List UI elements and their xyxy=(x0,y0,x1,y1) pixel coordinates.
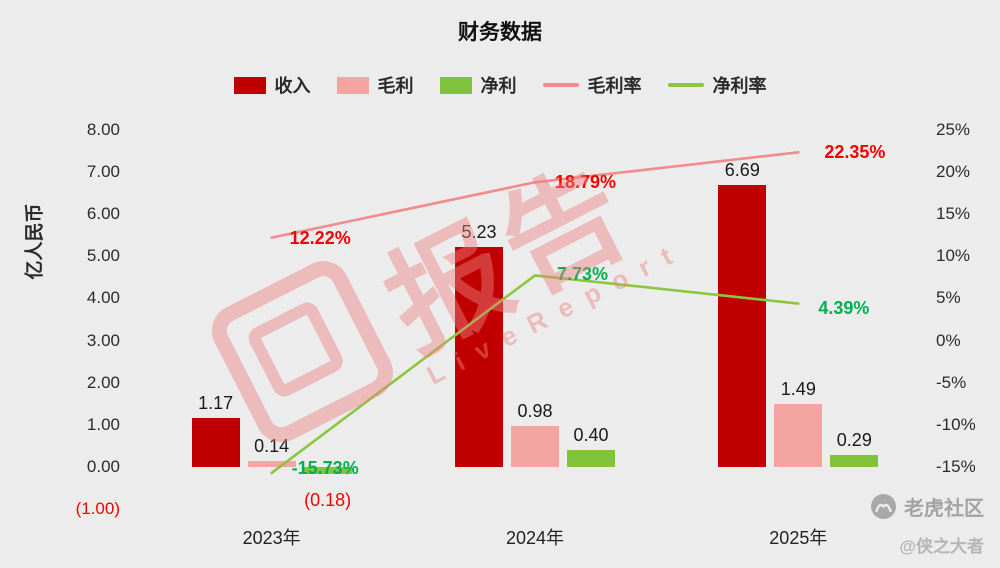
legend-label: 净利 xyxy=(480,76,517,96)
bar-收入 xyxy=(191,417,240,467)
bar-毛利 xyxy=(247,460,296,467)
line-point-label: -15.73% xyxy=(291,457,359,478)
legend-line-swatch-净利率 xyxy=(667,83,704,87)
bar-收入 xyxy=(718,185,767,467)
left-axis-tick: 7.00 xyxy=(86,162,120,182)
right-axis-tick: 20% xyxy=(936,162,971,182)
bar-净利 xyxy=(830,454,879,467)
left-axis-tick: 2.00 xyxy=(86,372,120,392)
legend-item-净利率: 净利率 xyxy=(667,72,767,98)
bar-value-label: 0.98 xyxy=(517,400,553,421)
line-point-label: 7.73% xyxy=(557,264,609,285)
bar-value-label: 0.40 xyxy=(573,424,609,445)
legend-label: 净利率 xyxy=(712,76,767,96)
left-axis-tick: 8.00 xyxy=(86,120,120,139)
legend-item-毛利: 毛利 xyxy=(336,72,414,98)
bar-value-label: 0.29 xyxy=(836,429,872,450)
tiger-community-badge: 老虎社区 xyxy=(870,492,984,521)
right-axis-tick: 25% xyxy=(936,120,971,139)
community-name: 老虎社区 xyxy=(904,498,984,520)
legend-item-毛利率: 毛利率 xyxy=(542,72,642,98)
bar-净利 xyxy=(567,449,615,467)
bar-value-label: 1.49 xyxy=(780,379,816,400)
line-point-label: 18.79% xyxy=(555,172,617,193)
line-point-label: 12.22% xyxy=(289,227,351,248)
right-axis-tick: 0% xyxy=(936,330,961,350)
bar-value-label: 5.23 xyxy=(461,221,497,242)
legend-item-收入: 收入 xyxy=(233,72,311,98)
left-axis-tick: (1.00) xyxy=(75,498,120,518)
right-axis-tick: 5% xyxy=(936,288,961,308)
right-axis-tick: -10% xyxy=(936,414,976,434)
bar-收入 xyxy=(455,246,503,467)
right-axis-tick: 15% xyxy=(936,204,971,224)
left-axis-tick: 6.00 xyxy=(86,204,120,224)
left-axis-tick: 4.00 xyxy=(86,288,120,308)
bar-value-label: 6.69 xyxy=(724,160,760,181)
x-axis-category: 2023年 xyxy=(242,528,301,548)
chart-title: 财务数据 xyxy=(458,21,542,44)
bar-value-label: (0.18) xyxy=(304,490,352,511)
watermark-brand-cn: 报告 xyxy=(366,141,655,375)
right-axis-tick: -5% xyxy=(936,372,967,392)
x-axis-category: 2025年 xyxy=(769,528,828,548)
left-axis-tick: 0.00 xyxy=(86,456,120,476)
legend-label: 毛利 xyxy=(377,76,414,96)
right-axis-tick: -15% xyxy=(936,456,976,476)
author-watermark: @侠之大者 xyxy=(899,537,984,556)
tiger-logo-icon xyxy=(870,493,897,520)
line-point-label: 22.35% xyxy=(824,142,886,163)
line-point-label: 4.39% xyxy=(818,297,870,318)
legend-bar-swatch-净利 xyxy=(439,76,472,94)
bar-value-label: 1.17 xyxy=(198,392,234,413)
bar-value-label: 0.14 xyxy=(254,435,290,456)
right-axis-tick: 10% xyxy=(936,246,971,266)
x-axis-category: 2024年 xyxy=(505,528,565,548)
legend-line-swatch-毛利率 xyxy=(542,83,579,87)
legend: 收入 毛利 净利 毛利率 净利率 xyxy=(0,72,1000,98)
left-axis-tick: 3.00 xyxy=(86,330,120,350)
legend-bar-swatch-收入 xyxy=(233,76,266,94)
left-axis-tick: 1.00 xyxy=(86,414,120,434)
legend-label: 收入 xyxy=(274,76,311,96)
legend-label: 毛利率 xyxy=(587,76,642,96)
left-axis-tick: 5.00 xyxy=(86,246,120,266)
legend-item-净利: 净利 xyxy=(439,72,517,98)
legend-bar-swatch-毛利 xyxy=(336,76,369,94)
